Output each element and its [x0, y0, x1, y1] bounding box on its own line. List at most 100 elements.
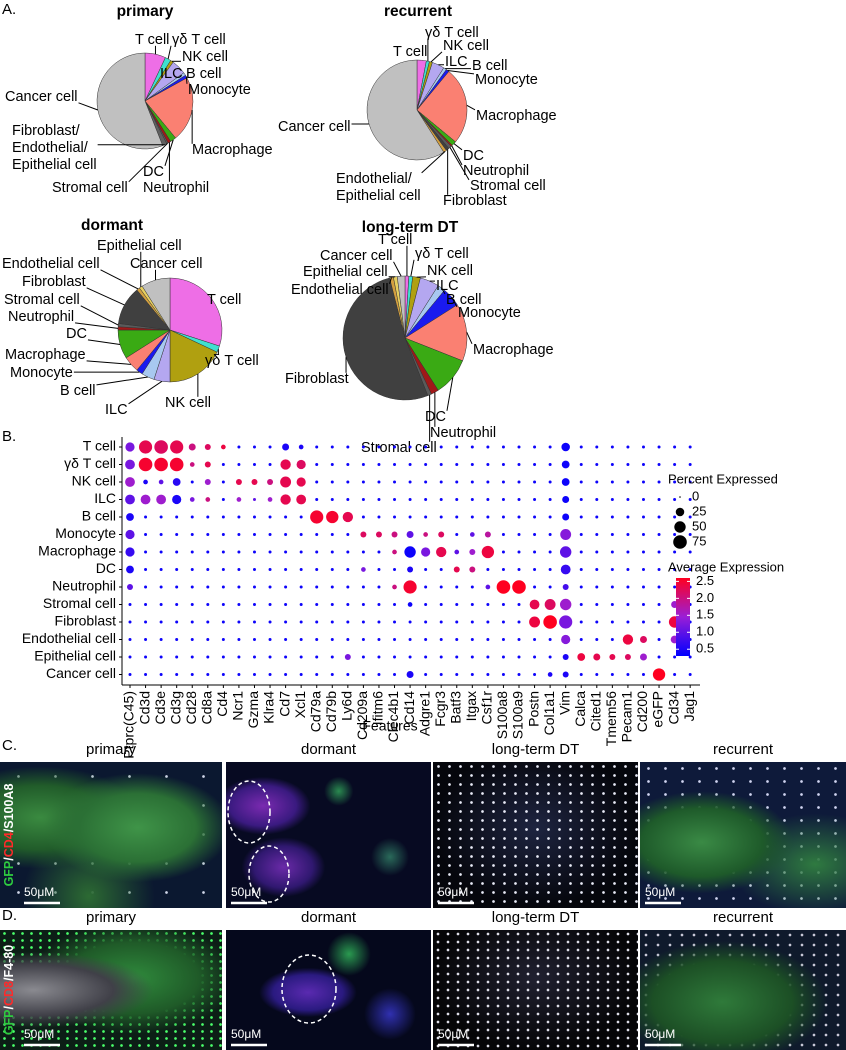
- size-legend-label: 0: [692, 488, 699, 503]
- dot: [330, 480, 334, 484]
- dot: [175, 585, 179, 589]
- dot: [235, 479, 242, 485]
- row-label: Endothelial cell: [22, 630, 116, 646]
- dot: [579, 568, 583, 571]
- dot: [315, 638, 319, 641]
- x-axis-title: Features: [362, 718, 417, 734]
- dot: [221, 638, 225, 641]
- dot: [190, 515, 194, 519]
- micrograph: [640, 762, 846, 908]
- slice-label: B cell: [472, 58, 507, 74]
- stain-label: GFP/CD8/F4-80: [2, 945, 16, 1035]
- dot: [159, 603, 163, 606]
- dot: [252, 533, 256, 536]
- dot: [470, 620, 474, 624]
- dot: [673, 568, 677, 571]
- dot: [284, 673, 288, 676]
- dot: [237, 620, 241, 624]
- feature-label: S100a8: [494, 691, 510, 739]
- slice-label: Endothelial cell: [2, 256, 100, 272]
- dot: [159, 585, 163, 589]
- dot: [486, 515, 490, 519]
- scale-bar-label: 50μM: [438, 1027, 468, 1041]
- dot: [455, 463, 459, 466]
- dot: [501, 655, 505, 659]
- dot: [268, 463, 272, 466]
- dot: [673, 445, 677, 449]
- dot: [237, 673, 241, 676]
- dot: [252, 463, 256, 466]
- slice-label: Fibroblast: [443, 193, 507, 209]
- scale-bar-label: 50μM: [645, 1027, 675, 1041]
- dot: [221, 498, 225, 501]
- dot: [470, 498, 474, 501]
- dot: [424, 480, 428, 484]
- legend-title: Percent Expressed: [668, 471, 778, 486]
- slice-label: T cell: [207, 292, 241, 308]
- dot: [330, 498, 334, 501]
- dot: [688, 445, 692, 449]
- dot: [641, 585, 645, 589]
- feature-label: Clec4b1: [385, 691, 401, 743]
- dot: [377, 445, 381, 449]
- dot: [237, 655, 241, 659]
- size-legend-dot: [675, 507, 685, 517]
- dot: [299, 550, 303, 554]
- dot: [315, 673, 319, 676]
- dot: [268, 673, 272, 676]
- slice-label: Macrophage: [192, 142, 273, 158]
- feature-label: Xcl1: [292, 691, 308, 718]
- dot: [393, 603, 397, 606]
- dot: [626, 515, 630, 519]
- dot: [393, 620, 397, 624]
- dot: [159, 620, 163, 624]
- dot: [424, 498, 428, 501]
- dot: [688, 568, 692, 571]
- dot: [501, 533, 505, 536]
- dot: [175, 568, 179, 571]
- slice-label: Endothelial/Epithelial cell: [336, 171, 421, 204]
- dot: [610, 463, 614, 466]
- feature-label: Cd34: [665, 691, 681, 725]
- dot: [190, 533, 194, 536]
- feature-label: Calca: [572, 691, 588, 727]
- dot: [501, 673, 505, 676]
- slice-label: Monocyte: [188, 82, 251, 98]
- stain-label: GFP/CD4/S100A8: [2, 784, 16, 887]
- dot: [361, 620, 365, 624]
- dot: [330, 585, 334, 589]
- dot: [657, 445, 661, 449]
- dot: [284, 655, 288, 659]
- chart-title: dormant: [81, 217, 143, 234]
- dot: [377, 603, 381, 606]
- dot: [206, 620, 210, 624]
- dot: [548, 550, 552, 554]
- slice-label: Monocyte: [475, 72, 538, 88]
- dot: [673, 498, 677, 501]
- dot: [673, 533, 677, 536]
- dot: [404, 546, 416, 558]
- feature-label: Cd209a: [354, 691, 370, 740]
- dot: [593, 653, 601, 661]
- dot: [190, 620, 194, 624]
- slice-label: NK cell: [182, 49, 228, 65]
- dot: [221, 463, 225, 466]
- dot: [626, 620, 630, 624]
- dot: [533, 550, 537, 554]
- slice-label: Epithelial cell: [97, 238, 182, 254]
- size-legend-label: 50: [692, 518, 706, 533]
- dot: [159, 638, 163, 641]
- dot: [486, 445, 490, 449]
- dot: [438, 531, 445, 538]
- dot: [579, 620, 583, 624]
- dot: [595, 463, 599, 466]
- dot: [237, 638, 241, 641]
- dot: [360, 531, 367, 538]
- dot: [144, 533, 148, 536]
- dot: [237, 603, 241, 606]
- dot: [610, 515, 614, 519]
- dot: [204, 479, 211, 485]
- dot: [175, 673, 179, 676]
- image-title: dormant: [301, 909, 357, 926]
